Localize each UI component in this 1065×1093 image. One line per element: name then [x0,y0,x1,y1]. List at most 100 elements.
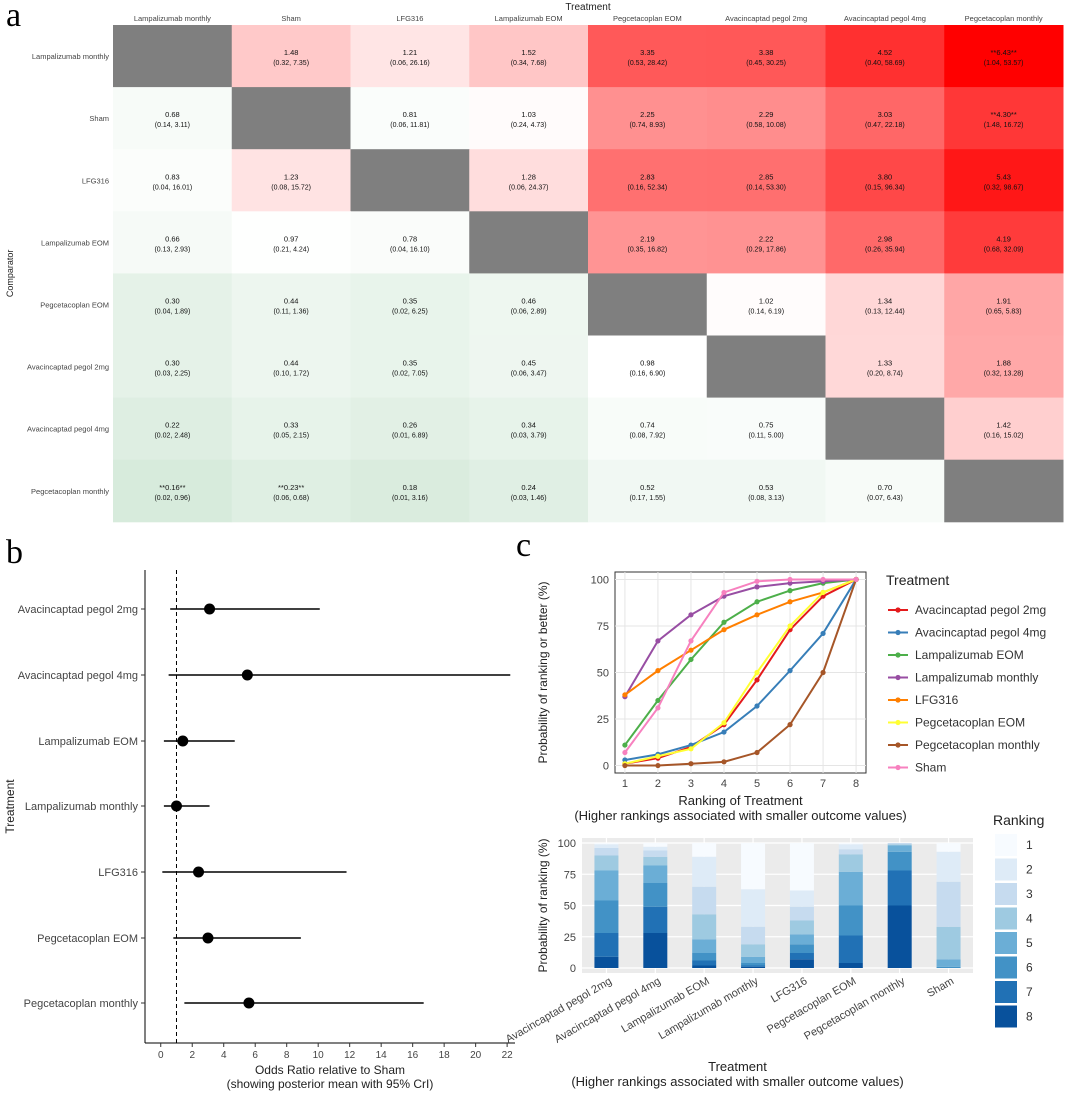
x-tick-label: 18 [439,1050,451,1061]
row-label: Sham [89,114,109,123]
cell-value: 3.03 [878,110,893,119]
heatmap-cell [588,87,708,150]
x-tick-label: 0 [158,1050,164,1061]
data-point [754,749,760,756]
bar-segment [887,843,912,845]
cell-ci: (0.05, 2.15) [273,433,309,440]
cell-ci: (0.07, 6.43) [867,495,903,502]
x-tick-label: 4 [721,778,727,790]
heatmap-cell [825,25,945,88]
cell-value: 1.21 [403,48,418,57]
data-point [754,584,760,590]
data-point [688,656,694,663]
legend-label: Pegcetacoplan EOM [915,716,1025,730]
cell-ci: (0.03, 2.25) [154,371,190,378]
cell-ci: (0.35, 16.82) [628,246,668,253]
data-point [820,576,826,583]
bar-xlabel-sub: (Higher rankings associated with smaller… [571,1074,903,1089]
line-xlabel: Ranking of Treatment [678,793,803,808]
heatmap-cell [825,335,945,399]
cell-value: 1.33 [878,359,893,368]
cell-value: 1.88 [996,359,1011,368]
series-line [624,578,857,696]
bar-segment [643,883,668,907]
data-point [622,749,628,756]
cell-value: 4.19 [996,234,1011,243]
cell-value: 0.46 [521,296,536,305]
legend-label: LFG316 [915,693,959,707]
heatmap-cell [588,149,708,212]
heatmap-cell [350,459,470,523]
cell-value: 0.75 [759,421,774,430]
cell-value: 2.85 [759,172,774,181]
cell-value: 0.35 [403,296,418,305]
y-tick-label: Lampalizumab EOM [38,736,138,748]
heatmap-cell [588,25,708,88]
data-point [721,720,727,726]
cell-ci: (0.11, 1.36) [273,308,308,315]
legend-title: Ranking [993,812,1044,828]
legend-swatch [995,981,1017,1003]
heatmap-cell [706,273,826,336]
y-tick-label: 50 [597,668,609,680]
cell-value: **0.16** [159,483,185,492]
bar-segment [692,960,717,966]
bar-segment [741,889,766,927]
y-tick-label: Avacincaptad pegol 4mg [18,670,138,682]
cell-ci: (0.03, 3.79) [511,433,547,440]
bar-segment [789,920,814,935]
diagonal-cell [944,459,1064,523]
cell-value: 0.45 [521,359,536,368]
column-label: Pegcetacoplan EOM [613,14,682,23]
legend-swatch [995,932,1017,954]
cell-value: 2.29 [759,110,774,119]
column-label: Lampalizumab EOM [495,14,563,23]
cell-value: **4.30** [990,110,1016,119]
cell-ci: (0.29, 17.86) [746,246,786,253]
heatmap-cell [706,25,826,88]
panel-a-heatmap: Treatment Lampalizumab monthly Sham LFG316 L… [5,2,1064,523]
series-line [624,578,857,746]
bar-segment [838,963,863,968]
heatmap-cell [588,335,708,399]
cell-value: 0.66 [165,234,180,243]
column-label: Pegcetacoplan monthly [965,14,1043,23]
bar-segment [789,890,814,907]
bar-segment [594,933,619,957]
cell-ci: (0.68, 32.09) [984,246,1024,253]
mean-point [202,932,214,944]
cell-ci: (0.02, 2.48) [154,433,190,440]
heatmap-cell [825,459,945,523]
data-point [820,630,826,637]
y-tick-label: Pegcetacoplan EOM [37,933,138,945]
cell-ci: (0.14, 53.30) [746,184,786,191]
bar-segment [594,870,619,901]
cell-ci: (0.16, 52.34) [628,184,668,191]
cell-value: 0.83 [165,172,180,181]
data-point [721,729,727,735]
diagonal-cell [469,211,589,274]
bar-segment [643,850,668,857]
cell-ci: (0.20, 8.74) [867,371,903,378]
data-point [787,580,793,586]
heatmap-cell [944,335,1064,399]
bar-segment [838,905,863,936]
heatmap-cell [231,335,351,399]
heatmap-cell [469,149,589,212]
bar-segment [643,846,668,851]
data-point [622,757,628,763]
cell-ci: (0.17, 1.55) [629,495,665,502]
cell-ci: (0.24, 4.73) [511,122,547,129]
heatmap-cell [113,273,233,336]
data-point [622,742,628,748]
data-point [787,623,793,629]
x-tick-label: LFG316 [769,975,809,1005]
cell-ci: (0.11, 5.00) [748,433,783,440]
bar-segment [692,939,717,953]
data-point [655,638,661,644]
y-tick-label: Avacincaptad pegol 2mg [18,604,138,616]
data-point [787,576,793,583]
data-point [622,692,628,698]
data-point [655,705,661,711]
cell-value: 0.30 [165,296,180,305]
